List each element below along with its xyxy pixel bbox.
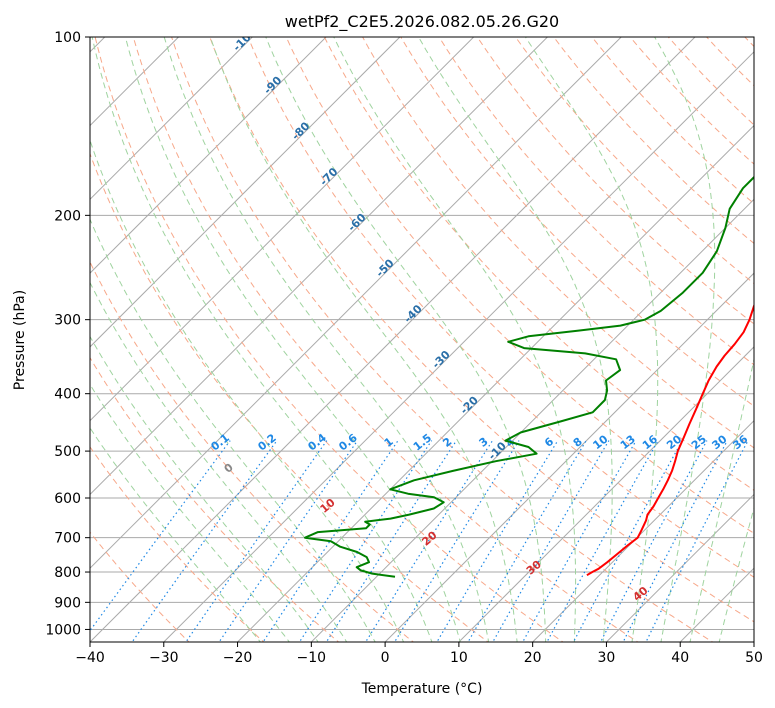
moist-adiabat-line: [524, 37, 659, 642]
y-tick-label: 600: [54, 491, 81, 507]
moist-adiabat-line: [90, 427, 262, 642]
mixing-ratio-line: [622, 440, 728, 642]
isotherm-line: [310, 198, 754, 642]
y-tick-label: 1000: [45, 622, 81, 638]
dry-adiabat-line: [514, 37, 754, 285]
dry-adiabat-line: [90, 446, 265, 642]
moist-adiabat-line: [418, 37, 613, 642]
isotherm-line: [90, 37, 401, 348]
moist-adiabat-line: [90, 218, 376, 642]
isotherm-line: [90, 37, 253, 201]
x-tick-label: −30: [149, 650, 179, 666]
y-tick-label: 400: [54, 387, 81, 403]
moist-adiabat-line: [265, 37, 547, 642]
dewpoint-profile-line: [304, 175, 754, 578]
moist-adiabat-line: [91, 37, 433, 642]
mixing-ratio-line: [218, 440, 358, 642]
mixing-ratio-line: [90, 440, 231, 632]
mixing-ratio-line: [467, 440, 587, 642]
moist-adiabat-line: [90, 383, 291, 642]
y-tick-label: 200: [54, 208, 81, 224]
y-tick-label: 700: [54, 531, 81, 547]
x-tick-label: 30: [598, 650, 616, 666]
mixing-ratio-line: [522, 440, 637, 642]
y-tick-label: 300: [54, 313, 81, 329]
temperature-profile-line: [586, 303, 754, 577]
isotherm-line: [458, 346, 754, 642]
isotherm-line: [163, 51, 754, 642]
x-tick-label: 50: [745, 650, 763, 666]
isotherm-line: [384, 272, 754, 642]
y-axis-label: Pressure (hPa): [12, 290, 28, 390]
mixing-ratio-line: [572, 440, 683, 642]
x-tick-label: 10: [450, 650, 468, 666]
dry-adiabat-line: [209, 37, 754, 623]
x-tick-label: 0: [381, 650, 390, 666]
moist-adiabat-line: [718, 506, 754, 642]
mixing-ratio-line: [645, 440, 749, 642]
isotherm-line: [90, 37, 622, 569]
x-tick-label: −20: [223, 650, 253, 666]
mixing-ratio-line: [364, 440, 494, 642]
dry-adiabat-line: [90, 260, 415, 642]
isotherm-line: [90, 37, 327, 274]
mixing-ratio-line: [599, 440, 708, 642]
x-tick-label: −40: [75, 650, 105, 666]
y-tick-label: 900: [54, 595, 81, 611]
moist-adiabat-line: [654, 37, 716, 642]
mixing-ratio-line: [492, 440, 610, 642]
mixing-ratio-line: [185, 440, 328, 642]
chart-title: wetPf2_C2E5.2026.082.05.26.G20: [285, 12, 559, 32]
moist-adiabat-line: [209, 37, 518, 642]
x-tick-label: 40: [671, 650, 689, 666]
isotherm-line: [90, 37, 696, 642]
mixing-ratio-line: [546, 440, 659, 642]
mixing-ratio-line: [436, 440, 559, 642]
moist-adiabat-line: [163, 37, 490, 642]
y-tick-label: 100: [54, 30, 81, 46]
isotherm-line: [237, 124, 754, 642]
dry-adiabat-line: [132, 37, 639, 642]
x-tick-label: 20: [524, 650, 542, 666]
isotherm-line: [90, 37, 548, 496]
isotherm-line: [606, 493, 754, 642]
moist-adiabat-line: [333, 37, 577, 642]
isotherm-line: [90, 37, 475, 422]
dry-adiabat-line: [90, 152, 490, 642]
y-tick-label: 800: [54, 565, 81, 581]
x-tick-label: −10: [297, 650, 327, 666]
dry-adiabat-line: [90, 356, 340, 642]
moist-adiabat-line: [90, 138, 405, 642]
dry-adiabat-line: [94, 37, 564, 642]
y-tick-label: 500: [54, 444, 81, 460]
x-axis-label: Temperature (°C): [361, 681, 483, 697]
plot-frame: [89, 36, 755, 643]
moist-adiabat-line: [689, 356, 754, 642]
